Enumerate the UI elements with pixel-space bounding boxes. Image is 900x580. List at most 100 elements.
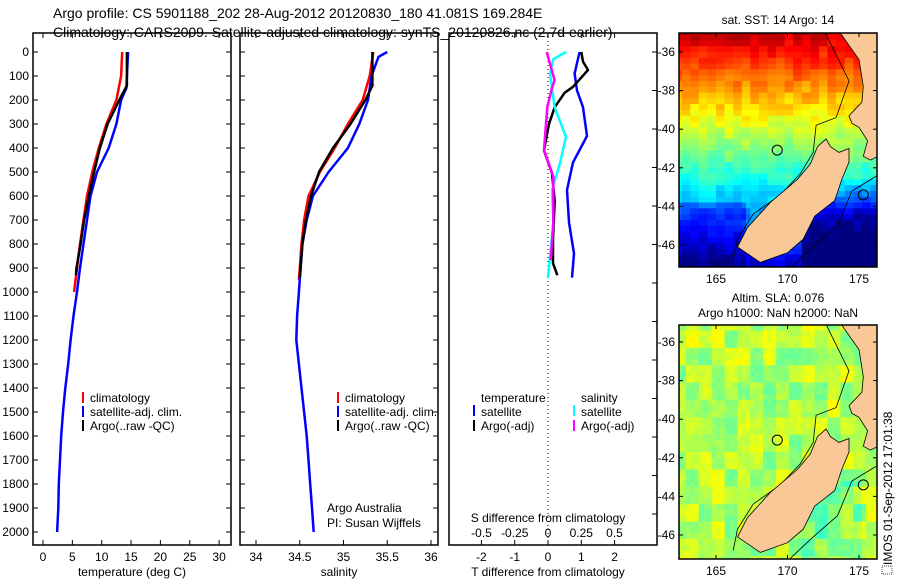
- sst-cell: [836, 243, 841, 250]
- sst-cell: [728, 69, 734, 76]
- sst-cell: [797, 69, 803, 76]
- sla-cell: [724, 370, 730, 378]
- sla-cell: [711, 399, 717, 407]
- sst-cell: [746, 202, 751, 209]
- sla-cell: [707, 388, 713, 395]
- sst-cell: [733, 150, 739, 157]
- sla-cell: [711, 457, 717, 465]
- sst-cell: [784, 138, 790, 146]
- sst-cell: [741, 219, 747, 227]
- sst-cell: [694, 208, 700, 215]
- sst-cell: [831, 121, 837, 128]
- sst-cell: [776, 86, 781, 94]
- sla-cell: [699, 562, 704, 568]
- sst-cell: [844, 254, 850, 261]
- sst-cell: [741, 162, 747, 169]
- sst-cell: [720, 231, 726, 238]
- sst-cell: [853, 162, 859, 169]
- sla-cell: [836, 394, 841, 401]
- sla-cell: [861, 544, 867, 551]
- difference-panel: -2 -1 0 1 2-0.5 -0.25 0 0.25 0.5: [448, 32, 658, 564]
- sst-cell: [819, 104, 824, 111]
- sla-cell: [819, 498, 824, 505]
- sst-cell: [679, 138, 683, 146]
- sst-cell: [857, 80, 863, 88]
- sla-cell: [788, 411, 794, 418]
- x-tick-label: 30: [212, 550, 226, 564]
- sla-cell: [724, 342, 730, 349]
- sst-cell: [823, 92, 829, 99]
- sla-cell: [840, 428, 846, 436]
- sst-cell: [784, 144, 790, 151]
- sla-cell: [716, 405, 721, 413]
- sst-cell: [870, 272, 875, 278]
- sst-cell: [686, 284, 691, 290]
- sst-cell: [681, 208, 687, 215]
- sla-cell: [698, 434, 704, 441]
- sst-cell: [849, 127, 854, 134]
- sst-cell: [857, 179, 863, 186]
- sst-cell: [849, 254, 854, 261]
- eddy-marker: [857, 189, 869, 201]
- sla-cell: [716, 521, 721, 528]
- sla-cell: [728, 521, 734, 528]
- sla-cell: [703, 370, 708, 378]
- sst-cell: [823, 115, 829, 123]
- sla-cell: [793, 538, 799, 546]
- sst-cell: [729, 278, 734, 284]
- sst-cell: [776, 40, 781, 47]
- sst-cell: [844, 144, 850, 151]
- sla-cell: [673, 469, 678, 475]
- sla-cell: [694, 521, 700, 528]
- sst-cell: [831, 57, 837, 65]
- sla-cell: [746, 498, 751, 505]
- sla-cell: [810, 544, 816, 551]
- sst-cell: [879, 122, 884, 128]
- sst-cell: [738, 278, 743, 284]
- sla-cell: [728, 492, 734, 499]
- sst-cell: [686, 63, 691, 70]
- sla-cell: [724, 405, 730, 413]
- sla-cell: [724, 359, 730, 366]
- sst-cell: [679, 237, 683, 244]
- sst-cell: [758, 40, 764, 47]
- sla-cell: [758, 417, 764, 424]
- sla-cell: [746, 388, 751, 395]
- sst-cell: [679, 219, 683, 227]
- sst-cell: [711, 219, 717, 227]
- sst-cell: [686, 33, 691, 36]
- sst-cell: [861, 248, 867, 256]
- sst-cell: [801, 63, 807, 70]
- sst-cell: [703, 219, 708, 227]
- sla-cell: [883, 342, 888, 348]
- sst-cell: [699, 278, 704, 284]
- sla-cell: [694, 399, 700, 407]
- sst-cell: [767, 260, 773, 267]
- sst-cell: [853, 173, 859, 180]
- sla-cell: [797, 533, 803, 540]
- sst-cell: [758, 260, 764, 267]
- sla-cell: [814, 533, 820, 540]
- sst-cell: [793, 133, 799, 140]
- sst-cell: [733, 185, 739, 192]
- sst-cell: [840, 115, 846, 123]
- sla-cell: [814, 556, 820, 559]
- sst-cell: [875, 23, 880, 29]
- sla-cell: [874, 533, 877, 540]
- sla-cell: [681, 463, 687, 470]
- sla-cell: [771, 457, 777, 465]
- sla-cell: [733, 498, 739, 505]
- sla-cell: [686, 544, 691, 551]
- sla-cell: [733, 347, 739, 355]
- sla-cell: [793, 353, 799, 360]
- sla-cell: [771, 411, 777, 418]
- sst-cell: [844, 208, 850, 215]
- sla-cell: [861, 428, 867, 436]
- sst-cell: [703, 202, 708, 209]
- sla-cell: [746, 550, 751, 557]
- sst-cell: [784, 57, 790, 65]
- sla-cell: [857, 509, 863, 517]
- sla-cell: [788, 405, 794, 413]
- sst-cell: [694, 127, 700, 134]
- sla-cell: [776, 428, 781, 436]
